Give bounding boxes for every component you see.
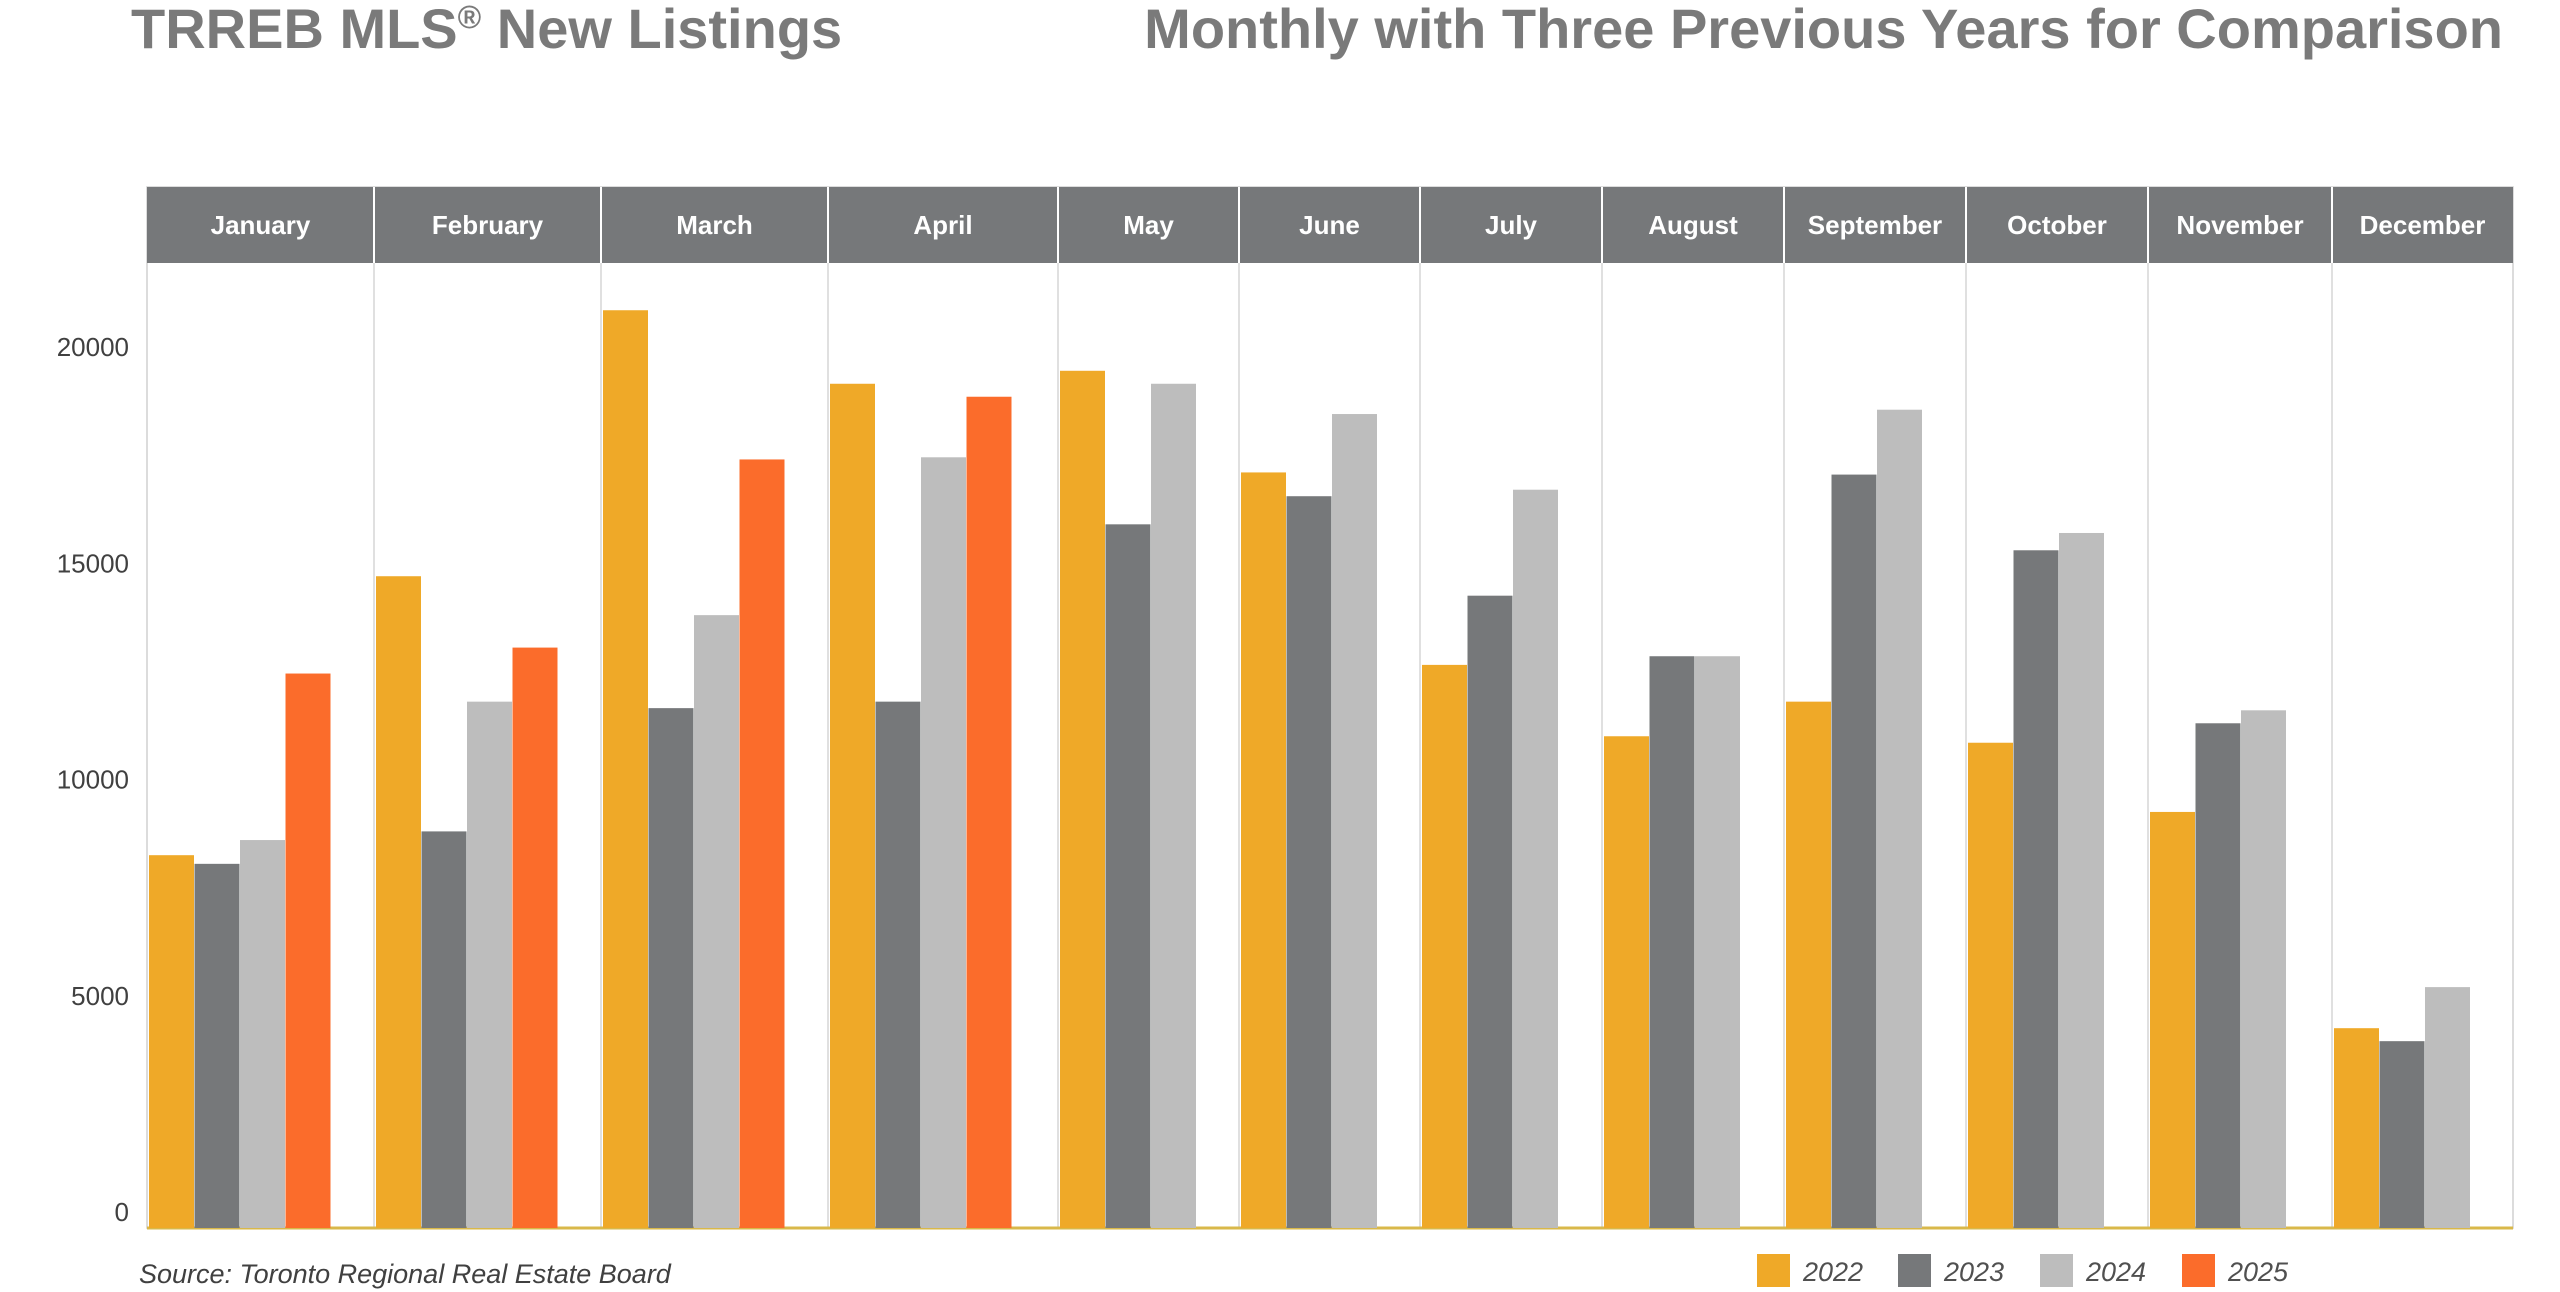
bar-2022-june xyxy=(1241,472,1286,1228)
month-header-cell xyxy=(1966,187,2148,263)
month-label: November xyxy=(2176,210,2303,240)
bar-2024-january xyxy=(240,840,285,1228)
bar-2024-august xyxy=(1695,656,1740,1228)
bar-2022-may xyxy=(1060,370,1105,1229)
chart-subtitle: Monthly with Three Previous Years for Co… xyxy=(1144,0,2503,60)
month-header-cell xyxy=(374,187,601,263)
y-tick-label: 10000 xyxy=(57,765,129,795)
bar-2023-may xyxy=(1105,524,1151,1228)
bar-2023-september xyxy=(1831,474,1877,1228)
month-label: February xyxy=(432,210,544,240)
chart-title-registered-mark: ® xyxy=(458,0,482,35)
bar-2025-january xyxy=(285,673,331,1228)
legend-swatch-2025 xyxy=(2182,1254,2215,1287)
y-axis: 0 5000 10000 15000 20000 xyxy=(57,332,129,1227)
chart-title-main: TRREB MLS xyxy=(131,0,458,60)
month-header-cell xyxy=(1239,187,1420,263)
y-tick-label: 20000 xyxy=(57,332,129,362)
bar-2024-february xyxy=(467,701,512,1228)
bar-2024-june xyxy=(1332,414,1377,1229)
month-label: September xyxy=(1808,210,1942,240)
bar-2023-july xyxy=(1467,595,1513,1228)
month-header-cell xyxy=(828,187,1058,263)
month-label: May xyxy=(1123,210,1174,240)
bar-2024-april xyxy=(921,457,966,1229)
bar-2024-december xyxy=(2425,987,2470,1228)
month-label: April xyxy=(913,210,972,240)
y-tick-label: 5000 xyxy=(71,981,129,1011)
bar-2024-october xyxy=(2059,532,2104,1228)
bar-2022-march xyxy=(603,310,648,1228)
legend-label-2025: 2025 xyxy=(2227,1257,2289,1287)
bar-2022-august xyxy=(1604,736,1649,1228)
bar-2022-september xyxy=(1786,701,1831,1228)
bar-2022-february xyxy=(376,576,421,1228)
bar-2023-august xyxy=(1649,656,1695,1228)
month-headers: January February March April May June July Augu… xyxy=(147,187,2513,263)
bar-2024-november xyxy=(2241,710,2286,1228)
bar-2024-may xyxy=(1151,383,1196,1228)
bar-2024-september xyxy=(1877,409,1922,1228)
month-header-cell xyxy=(1602,187,1784,263)
month-header-cell xyxy=(1420,187,1602,263)
bar-2025-april xyxy=(966,396,1012,1228)
month-header-cell xyxy=(147,187,374,263)
bar-2023-october xyxy=(2013,550,2059,1228)
bar-2022-october xyxy=(1968,742,2013,1228)
month-label: October xyxy=(2007,210,2107,240)
month-header-cell xyxy=(1784,187,1966,263)
bar-2025-march xyxy=(739,459,785,1228)
bar-2022-december xyxy=(2334,1028,2379,1228)
bar-2023-january xyxy=(194,863,240,1228)
y-tick-label: 15000 xyxy=(57,548,129,578)
y-tick-label: 0 xyxy=(115,1197,129,1227)
bar-2023-february xyxy=(421,831,467,1228)
month-header-cell xyxy=(2332,187,2513,263)
bar-2024-july xyxy=(1513,489,1558,1229)
month-label: July xyxy=(1485,210,1538,240)
bar-2022-april xyxy=(830,383,875,1228)
source-note: Source: Toronto Regional Real Estate Boa… xyxy=(139,1259,672,1289)
chart-title-rest: New Listings xyxy=(481,0,842,60)
month-label: January xyxy=(211,210,311,240)
month-header-cell xyxy=(1058,187,1239,263)
legend-label-2023: 2023 xyxy=(1943,1257,2004,1287)
month-label: December xyxy=(2360,210,2486,240)
bar-2023-november xyxy=(2195,723,2241,1228)
legend-label-2022: 2022 xyxy=(1802,1257,1863,1287)
month-header-cell xyxy=(2148,187,2332,263)
bar-2024-march xyxy=(694,615,739,1228)
legend-swatch-2022 xyxy=(1757,1254,1790,1287)
bar-2023-march xyxy=(648,708,694,1228)
bar-2022-january xyxy=(149,855,194,1228)
bar-2023-june xyxy=(1286,496,1332,1228)
legend: 2022 2023 2024 2025 xyxy=(1757,1254,2289,1287)
month-label: August xyxy=(1648,210,1738,240)
legend-swatch-2024 xyxy=(2040,1254,2073,1287)
month-label: March xyxy=(676,210,753,240)
bars xyxy=(149,310,2470,1229)
month-label: June xyxy=(1299,210,1360,240)
bar-2023-april xyxy=(875,701,921,1228)
bar-2025-february xyxy=(512,647,558,1228)
bar-2022-november xyxy=(2150,811,2195,1228)
bar-2023-december xyxy=(2379,1041,2425,1228)
legend-label-2024: 2024 xyxy=(2085,1257,2146,1287)
month-header-cell xyxy=(601,187,828,263)
chart-title: TRREB MLS® New Listings xyxy=(131,0,842,60)
bar-2022-july xyxy=(1422,664,1467,1228)
legend-swatch-2023 xyxy=(1898,1254,1931,1287)
